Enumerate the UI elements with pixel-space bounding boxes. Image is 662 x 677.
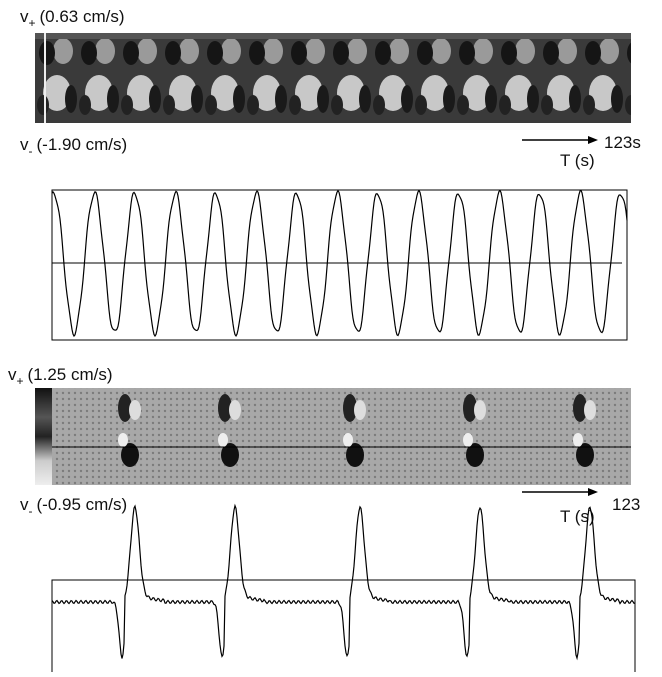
v-plus-label: v+ (0.63 cm/s) xyxy=(20,7,125,30)
blob xyxy=(343,394,357,422)
blob xyxy=(573,433,583,447)
wave-blobs xyxy=(118,394,596,467)
arrow-head xyxy=(588,488,598,496)
blob xyxy=(474,400,486,420)
blob xyxy=(573,394,587,422)
trace-box xyxy=(51,189,628,341)
spatiotemporal-map xyxy=(35,33,631,123)
blob xyxy=(118,433,128,447)
duration: 123 xyxy=(612,495,640,514)
spatiotemporal-map xyxy=(52,388,631,485)
trace-box xyxy=(51,579,636,677)
blob xyxy=(466,443,484,467)
blob xyxy=(584,400,596,420)
blob xyxy=(463,433,473,447)
v-plus-label: v+ (1.25 cm/s) xyxy=(8,365,113,388)
blob xyxy=(118,394,132,422)
blob xyxy=(129,400,141,420)
color-bar xyxy=(35,388,52,485)
blob xyxy=(343,433,353,447)
blob xyxy=(576,443,594,467)
blob xyxy=(121,443,139,467)
blob xyxy=(354,400,366,420)
blob xyxy=(463,394,477,422)
time-axis-label: T (s) xyxy=(560,151,595,170)
v-minus-label: v- (-0.95 cm/s) xyxy=(20,495,127,518)
blob xyxy=(218,433,228,447)
v-minus-label: v- (-1.90 cm/s) xyxy=(20,135,127,158)
duration: 123s xyxy=(604,133,641,152)
arrow-head xyxy=(588,136,598,144)
blob xyxy=(218,394,232,422)
blob xyxy=(346,443,364,467)
blob xyxy=(229,400,241,420)
time-axis-label: T (s) xyxy=(560,507,595,526)
blob xyxy=(221,443,239,467)
trace xyxy=(51,503,636,661)
trace xyxy=(51,189,628,338)
